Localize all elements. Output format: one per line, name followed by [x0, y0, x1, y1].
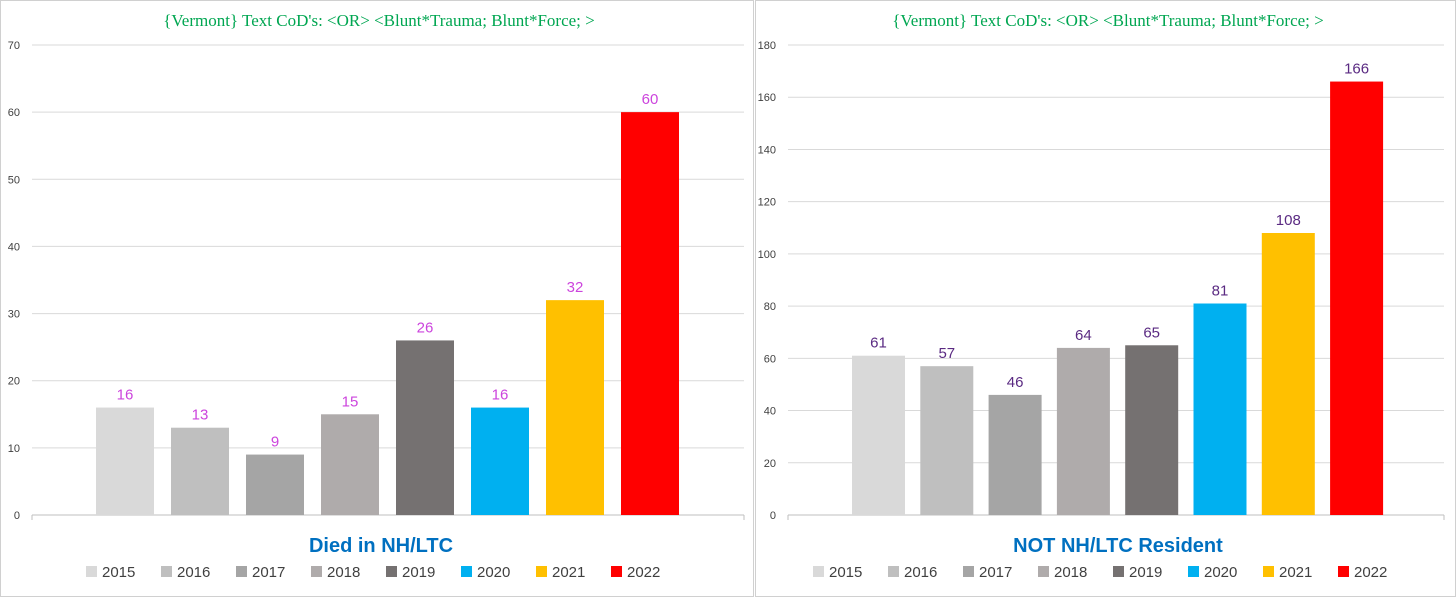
legend-label-2016: 2016	[177, 564, 210, 581]
data-label-2017: 46	[1007, 374, 1024, 391]
legend-swatch-2022	[1338, 566, 1349, 577]
x-axis-label: NOT NH/LTC Resident	[1013, 535, 1223, 557]
data-labels: 16 13 9 15 26 16 32 60	[117, 91, 659, 450]
bar-2017	[246, 454, 304, 515]
legend-label-2022: 2022	[1354, 564, 1387, 581]
bar-2022	[1330, 81, 1384, 516]
y-tick-label: 40	[764, 406, 776, 418]
legend-label-2019: 2019	[402, 564, 435, 581]
y-tick-label: 160	[758, 92, 776, 104]
legend-label-2015: 2015	[829, 564, 862, 581]
bar-2017	[988, 394, 1042, 515]
bar-2019	[396, 340, 454, 515]
y-tick-label: 50	[8, 174, 20, 186]
data-label-2020: 81	[1212, 283, 1229, 300]
legend-label-2018: 2018	[1054, 564, 1087, 581]
bar-2015	[96, 407, 154, 515]
data-label-2020: 16	[492, 387, 509, 404]
legend-swatch-2019	[1113, 566, 1124, 577]
bar-2019	[1125, 345, 1179, 515]
legend-swatch-2017	[963, 566, 974, 577]
y-tick-label: 100	[758, 249, 776, 261]
y-tick-labels: 0 10 20 30 40 50 60 70	[8, 40, 20, 522]
y-tick-label: 60	[8, 107, 20, 119]
data-label-2022: 60	[642, 91, 659, 108]
legend-swatch-2015	[86, 566, 97, 577]
data-label-2016: 13	[192, 407, 209, 424]
data-label-2019: 26	[417, 319, 434, 336]
chart-panel-nh-ltc: {Vermont} Text CoD's: <OR> <Blunt*Trauma…	[0, 0, 754, 597]
data-label-2019: 65	[1143, 324, 1160, 341]
data-labels: 61 57 46 64 65 81 108 166	[870, 61, 1369, 391]
y-tick-label: 20	[764, 458, 776, 470]
legend-label-2015: 2015	[102, 564, 135, 581]
data-label-2015: 16	[117, 387, 134, 404]
data-label-2017: 9	[271, 434, 279, 451]
legend-swatch-2018	[311, 566, 322, 577]
data-label-2018: 15	[342, 393, 359, 410]
legend-swatch-2016	[888, 566, 899, 577]
bar-2018	[1056, 347, 1110, 515]
bar-2021	[546, 300, 604, 515]
y-tick-label: 10	[8, 443, 20, 455]
bars	[96, 112, 679, 516]
legend-swatch-2016	[161, 566, 172, 577]
y-tick-label: 20	[8, 376, 20, 388]
bar-2022	[621, 112, 679, 516]
data-label-2022: 166	[1344, 61, 1369, 78]
bars	[852, 81, 1384, 516]
legend-label-2017: 2017	[979, 564, 1012, 581]
bar-2021	[1261, 233, 1315, 515]
y-tick-label: 0	[14, 510, 20, 522]
legend-label-2021: 2021	[552, 564, 585, 581]
data-label-2016: 57	[938, 345, 955, 362]
bar-2020	[471, 407, 529, 515]
legend-label-2018: 2018	[327, 564, 360, 581]
legend-swatch-2021	[1263, 566, 1274, 577]
data-label-2015: 61	[870, 335, 887, 352]
legend-swatch-2020	[461, 566, 472, 577]
bar-2015	[852, 355, 905, 515]
legend-label-2016: 2016	[904, 564, 937, 581]
y-tick-label: 40	[8, 241, 20, 253]
chart-panel-not-nh-ltc: {Vermont} Text CoD's: <OR> <Blunt*Trauma…	[755, 0, 1456, 597]
bar-2016	[920, 366, 974, 515]
y-tick-label: 140	[758, 144, 776, 156]
legend-swatch-2015	[813, 566, 824, 577]
data-label-2021: 32	[567, 279, 584, 296]
legend-label-2020: 2020	[477, 564, 510, 581]
legend-swatch-2021	[536, 566, 547, 577]
y-tick-labels: 0 20 40 60 80 100 120 140 160 180	[758, 40, 776, 522]
bar-2016	[171, 427, 229, 515]
data-label-2018: 64	[1075, 327, 1092, 344]
legend-label-2020: 2020	[1204, 564, 1237, 581]
legend-label-2019: 2019	[1129, 564, 1162, 581]
y-tick-label: 180	[758, 40, 776, 52]
legend-label-2021: 2021	[1279, 564, 1312, 581]
legend-swatch-2018	[1038, 566, 1049, 577]
y-tick-label: 70	[8, 40, 20, 52]
chart-title: {Vermont} Text CoD's: <OR> <Blunt*Trauma…	[892, 11, 1324, 30]
bar-2020	[1193, 303, 1247, 515]
data-label-2021: 108	[1276, 212, 1301, 229]
y-tick-label: 30	[8, 309, 20, 321]
legend: 2015 2016 2017 2018 2019 2020 2021 2022	[86, 564, 660, 581]
bar-chart-not-nh-ltc: {Vermont} Text CoD's: <OR> <Blunt*Trauma…	[758, 11, 1445, 581]
y-tick-label: 60	[764, 353, 776, 365]
chart-title: {Vermont} Text CoD's: <OR> <Blunt*Trauma…	[163, 11, 595, 30]
legend-swatch-2022	[611, 566, 622, 577]
legend-swatch-2017	[236, 566, 247, 577]
legend-label-2017: 2017	[252, 564, 285, 581]
legend: 2015 2016 2017 2018 2019 2020 2021 2022	[813, 564, 1387, 581]
legend-label-2022: 2022	[627, 564, 660, 581]
bar-2018	[321, 414, 379, 515]
legend-swatch-2020	[1188, 566, 1199, 577]
bar-chart-nh-ltc: {Vermont} Text CoD's: <OR> <Blunt*Trauma…	[8, 11, 745, 581]
y-tick-label: 0	[770, 510, 776, 522]
x-axis-label: Died in NH/LTC	[309, 535, 453, 557]
y-tick-label: 80	[764, 301, 776, 313]
legend-swatch-2019	[386, 566, 397, 577]
y-tick-label: 120	[758, 197, 776, 209]
